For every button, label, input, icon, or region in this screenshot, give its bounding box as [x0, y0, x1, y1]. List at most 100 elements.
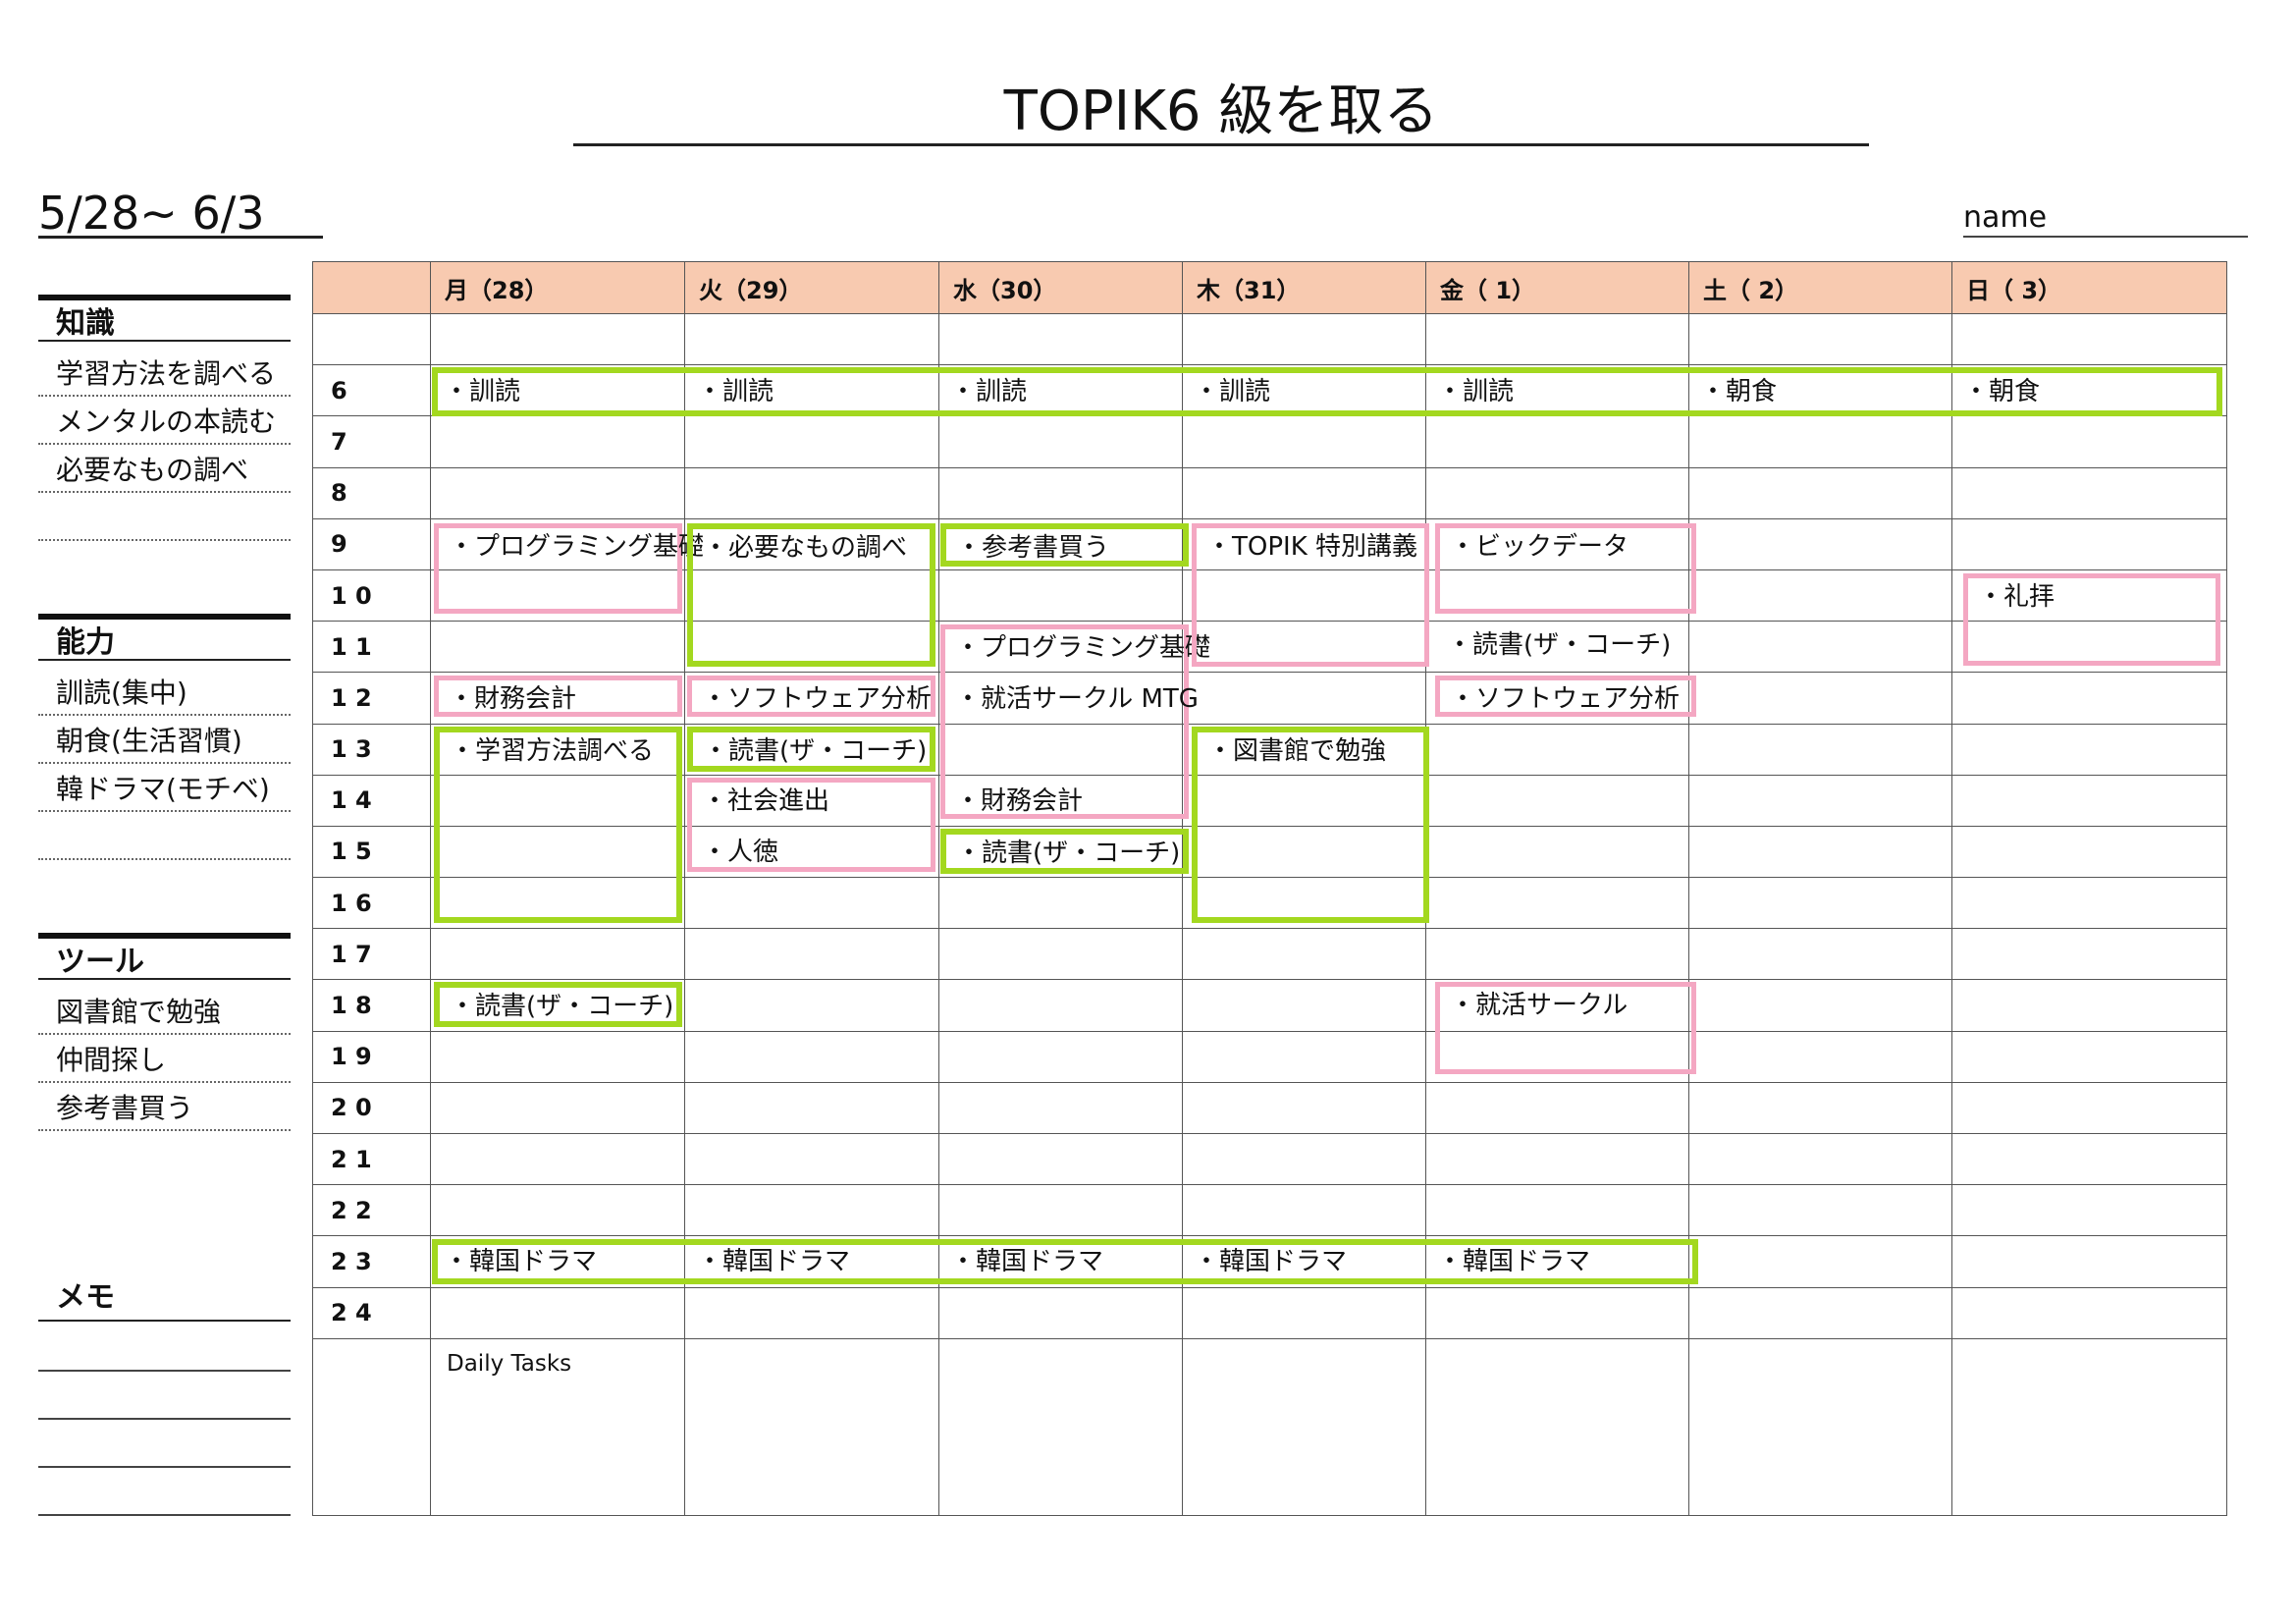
time-slot[interactable]: [1688, 877, 1952, 930]
time-slot[interactable]: [938, 1081, 1183, 1135]
time-slot[interactable]: [1182, 1081, 1426, 1135]
time-slot[interactable]: [1951, 1030, 2227, 1083]
time-slot[interactable]: [1182, 1030, 1426, 1083]
event-block[interactable]: ・プログラミング基礎: [434, 523, 704, 614]
time-slot[interactable]: [938, 415, 1183, 468]
time-slot[interactable]: [1182, 672, 1426, 725]
time-slot[interactable]: [684, 979, 939, 1032]
time-slot[interactable]: [1688, 1286, 1952, 1339]
time-slot[interactable]: [1688, 723, 1952, 776]
event-block[interactable]: ・読書(ザ・コーチ): [940, 829, 1189, 874]
time-slot[interactable]: [684, 415, 939, 468]
event-block[interactable]: ・就活サークル: [1435, 982, 1696, 1074]
time-slot[interactable]: [1951, 928, 2227, 981]
daily-tasks-cell[interactable]: [1182, 1337, 1426, 1516]
time-slot[interactable]: [938, 364, 1183, 417]
time-slot[interactable]: [1688, 1235, 1952, 1288]
time-slot[interactable]: [1425, 1286, 1689, 1339]
time-slot[interactable]: [1688, 466, 1952, 519]
time-slot[interactable]: [1688, 774, 1952, 827]
time-slot[interactable]: [1425, 825, 1689, 879]
event-block[interactable]: ・読書(ザ・コーチ): [434, 982, 682, 1027]
time-slot[interactable]: [1951, 723, 2227, 776]
event-block[interactable]: ・プログラミング基礎 ・就活サークル MTG ・財務会計: [940, 624, 1210, 819]
time-slot[interactable]: [430, 928, 685, 981]
time-slot[interactable]: [938, 568, 1183, 623]
memo-line[interactable]: [38, 1370, 291, 1372]
event-block[interactable]: ・ソフトウェア分析: [687, 676, 935, 717]
time-slot[interactable]: [1182, 466, 1426, 519]
time-slot[interactable]: [430, 1132, 685, 1186]
time-slot[interactable]: [1182, 1132, 1426, 1186]
daily-tasks-cell[interactable]: [1688, 1337, 1952, 1516]
time-slot[interactable]: [1951, 825, 2227, 879]
time-slot[interactable]: [1182, 928, 1426, 981]
time-slot[interactable]: [1951, 517, 2227, 570]
time-slot[interactable]: [684, 1184, 939, 1237]
time-slot[interactable]: [430, 466, 685, 519]
time-slot[interactable]: [684, 364, 939, 417]
time-slot[interactable]: [430, 621, 685, 674]
time-slot[interactable]: [1951, 1184, 2227, 1237]
time-slot[interactable]: [938, 877, 1183, 930]
event-block[interactable]: ・読書(ザ・コーチ): [687, 727, 935, 772]
time-slot[interactable]: [684, 1081, 939, 1135]
time-slot[interactable]: [684, 877, 939, 930]
time-slot[interactable]: [1951, 877, 2227, 930]
time-slot[interactable]: [1688, 415, 1952, 468]
time-slot[interactable]: [1688, 979, 1952, 1032]
time-slot[interactable]: [1425, 774, 1689, 827]
event-block[interactable]: ・礼拝: [1963, 573, 2220, 666]
time-slot[interactable]: [1951, 312, 2227, 366]
time-slot[interactable]: [1688, 825, 1952, 879]
event-block-evening[interactable]: [432, 1239, 1698, 1284]
time-slot[interactable]: [684, 1286, 939, 1339]
time-slot[interactable]: [938, 1132, 1183, 1186]
event-block[interactable]: ・財務会計: [434, 676, 682, 717]
time-slot[interactable]: [938, 312, 1183, 366]
time-slot[interactable]: [430, 1030, 685, 1083]
time-slot[interactable]: [430, 1081, 685, 1135]
time-slot[interactable]: [1182, 825, 1426, 879]
time-slot[interactable]: [684, 312, 939, 366]
time-slot[interactable]: [938, 1184, 1183, 1237]
time-slot[interactable]: [1688, 517, 1952, 570]
time-slot[interactable]: [1425, 723, 1689, 776]
time-slot[interactable]: [1951, 1286, 2227, 1339]
daily-tasks-cell[interactable]: [684, 1337, 939, 1516]
event-block[interactable]: ・TOPIK 特別講義: [1192, 523, 1429, 667]
time-slot[interactable]: [1688, 1132, 1952, 1186]
time-slot[interactable]: [1951, 979, 2227, 1032]
event-block[interactable]: ・社会進出 ・人徳: [687, 778, 935, 872]
time-slot[interactable]: [1425, 1132, 1689, 1186]
event-block[interactable]: ・ソフトウェア分析: [1435, 676, 1696, 717]
event-label[interactable]: ・読書(ザ・コーチ): [1447, 630, 1672, 660]
time-slot[interactable]: [684, 928, 939, 981]
time-slot[interactable]: [1182, 415, 1426, 468]
event-block[interactable]: ・参考書買う: [940, 523, 1189, 567]
time-slot[interactable]: [684, 466, 939, 519]
daily-tasks-cell[interactable]: Daily Tasks: [430, 1337, 685, 1516]
time-slot[interactable]: [1951, 1235, 2227, 1288]
time-slot[interactable]: [938, 672, 1183, 725]
memo-line[interactable]: [38, 1514, 291, 1516]
time-slot[interactable]: [938, 1030, 1183, 1083]
time-slot[interactable]: [1182, 312, 1426, 366]
time-slot[interactable]: [1425, 877, 1689, 930]
time-slot[interactable]: [430, 1184, 685, 1237]
time-slot[interactable]: [938, 466, 1183, 519]
memo-line[interactable]: [38, 1466, 291, 1468]
time-slot[interactable]: [1688, 928, 1952, 981]
daily-tasks-cell[interactable]: [938, 1337, 1183, 1516]
time-slot[interactable]: [1182, 979, 1426, 1032]
daily-tasks-cell[interactable]: [1951, 1337, 2227, 1516]
time-slot[interactable]: [430, 415, 685, 468]
time-slot[interactable]: [1951, 415, 2227, 468]
time-slot[interactable]: [1688, 621, 1952, 674]
time-slot[interactable]: [1688, 1081, 1952, 1135]
time-slot[interactable]: [938, 1286, 1183, 1339]
time-slot[interactable]: [1425, 928, 1689, 981]
time-slot[interactable]: [1951, 466, 2227, 519]
time-slot[interactable]: [1425, 1081, 1689, 1135]
time-slot[interactable]: [1425, 312, 1689, 366]
